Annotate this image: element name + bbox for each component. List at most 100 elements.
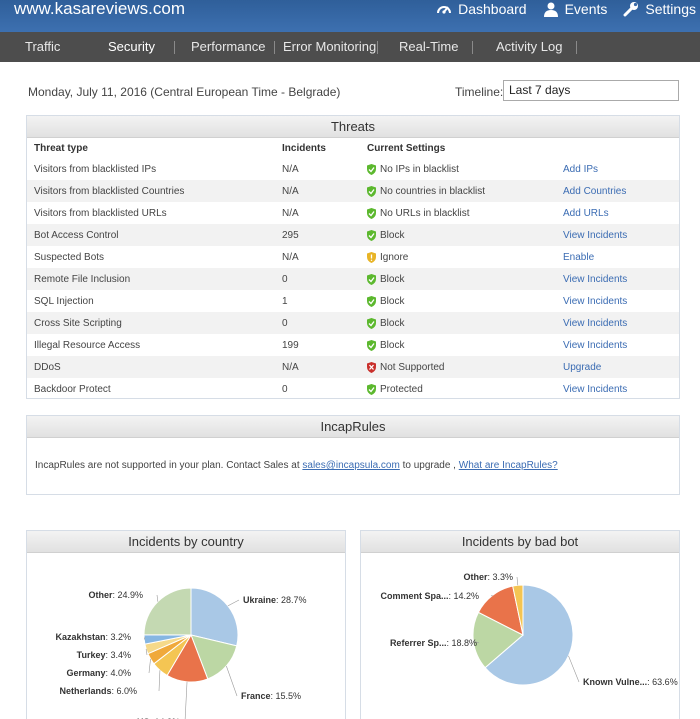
pie-slice[interactable] bbox=[143, 587, 192, 636]
tab-divider bbox=[174, 41, 175, 54]
timeline-select[interactable]: Last 7 days bbox=[503, 80, 679, 101]
what-are-incaprules-link[interactable]: What are IncapRules? bbox=[458, 460, 558, 471]
threat-row: Illegal Resource Access 199 Block View Inci… bbox=[27, 334, 679, 356]
threat-type: Illegal Resource Access bbox=[34, 339, 141, 351]
tab-divider bbox=[576, 41, 577, 54]
nav-dashboard-label: Dashboard bbox=[458, 1, 527, 17]
threat-incidents: N/A bbox=[282, 207, 299, 219]
country-pie-chart: Ukraine: 28.7% France: 15.5% US: 14.3% Neth… bbox=[55, 587, 307, 719]
threat-setting-label: No URLs in blacklist bbox=[380, 207, 470, 219]
tab-bar: Traffic Security Performance Error Monit… bbox=[0, 32, 700, 62]
pie-label-connector bbox=[158, 670, 161, 692]
tab-real-time[interactable]: Real-Time bbox=[399, 39, 459, 54]
threat-action-link[interactable]: View Incidents bbox=[563, 229, 628, 241]
shield-icon bbox=[367, 295, 376, 307]
threat-action: Add IPs bbox=[556, 158, 679, 180]
pie-label: Turkey: 3.4% bbox=[77, 650, 131, 660]
pie-label-connector bbox=[148, 658, 151, 674]
pie-label: Ukraine: 28.7% bbox=[243, 595, 307, 605]
threat-action: Enable bbox=[556, 246, 679, 268]
nav-settings[interactable]: Settings bbox=[623, 1, 696, 17]
threat-type: DDoS bbox=[27, 356, 275, 378]
tab-traffic[interactable]: Traffic bbox=[25, 39, 61, 54]
tab-activity-log[interactable]: Activity Log bbox=[496, 39, 563, 54]
pie-label: Known Vulne...: 63.6% bbox=[583, 677, 678, 687]
threat-setting-label: Block bbox=[380, 295, 405, 307]
threat-setting-label: No countries in blacklist bbox=[380, 185, 486, 197]
threat-action-link[interactable]: Add Countries bbox=[563, 185, 627, 197]
threat-setting: Block bbox=[360, 312, 556, 334]
pie-label: Netherlands: 6.0% bbox=[59, 686, 137, 696]
threat-action-link[interactable]: Enable bbox=[563, 251, 595, 263]
threat-incidents: N/A bbox=[275, 180, 360, 202]
pie-slice[interactable] bbox=[190, 587, 239, 647]
threat-action-link[interactable]: Add URLs bbox=[563, 207, 609, 219]
bot-chart-title: Incidents by bad bot bbox=[361, 531, 679, 553]
threat-action-link[interactable]: View Incidents bbox=[563, 383, 628, 395]
shield-icon bbox=[367, 273, 376, 285]
threat-setting-label: Block bbox=[380, 229, 405, 241]
threat-incidents: N/A bbox=[282, 251, 299, 263]
col-incidents: Incidents bbox=[282, 142, 326, 154]
pie-label: Kazakhstan: 3.2% bbox=[55, 632, 131, 642]
incaprules-panel: IncapRules IncapRules are not supported … bbox=[26, 415, 680, 495]
threat-action: View Incidents bbox=[556, 268, 679, 290]
incaprules-title: IncapRules bbox=[27, 416, 679, 438]
shield-icon bbox=[367, 383, 376, 395]
threat-incidents: N/A bbox=[275, 356, 360, 378]
threat-setting-label: Block bbox=[380, 273, 405, 285]
threat-type: Visitors from blacklisted IPs bbox=[34, 163, 157, 175]
threat-action-link[interactable]: View Incidents bbox=[563, 339, 628, 351]
threat-row: Backdoor Protect 0 Protected View Incidents bbox=[27, 378, 679, 400]
threat-action-link[interactable]: Add IPs bbox=[563, 163, 599, 175]
pie-label-connector bbox=[145, 648, 148, 656]
tab-error-monitoring[interactable]: Error Monitoring bbox=[283, 39, 377, 54]
nav-events-label: Events bbox=[564, 1, 608, 17]
threats-panel: Threats Threat type Incidents Current Se… bbox=[26, 115, 680, 399]
threat-incidents: 0 bbox=[282, 383, 288, 395]
threat-setting: Not Supported bbox=[360, 356, 556, 378]
pie-label-connector bbox=[143, 636, 146, 640]
threat-type: Bot Access Control bbox=[27, 224, 275, 246]
pie-slice[interactable] bbox=[190, 634, 238, 680]
threat-type: Cross Site Scripting bbox=[27, 312, 275, 334]
threat-setting: No URLs in blacklist bbox=[360, 202, 556, 224]
threat-action-link[interactable]: View Incidents bbox=[563, 317, 628, 329]
tab-divider bbox=[274, 41, 275, 54]
threat-row: SQL Injection 1 Block View Incidents bbox=[27, 290, 679, 312]
threat-action-link[interactable]: View Incidents bbox=[563, 273, 628, 285]
threat-incidents: 295 bbox=[275, 224, 360, 246]
shield-icon bbox=[367, 207, 376, 219]
nav-events[interactable]: Events bbox=[543, 1, 608, 17]
tab-security[interactable]: Security bbox=[108, 39, 155, 54]
incaprules-text-after: to upgrade , bbox=[399, 460, 459, 471]
nav-dashboard[interactable]: Dashboard bbox=[436, 1, 527, 17]
threat-action-link[interactable]: View Incidents bbox=[563, 295, 628, 307]
pie-slice[interactable] bbox=[512, 584, 524, 636]
col-threat-type: Threat type bbox=[34, 142, 88, 154]
threat-action: View Incidents bbox=[556, 224, 679, 246]
threat-setting: Ignore bbox=[360, 246, 556, 268]
threat-setting-label: Block bbox=[380, 317, 405, 329]
pie-label-connector bbox=[516, 576, 519, 586]
top-nav: Dashboard Events Settings bbox=[420, 0, 700, 18]
pie-label: Comment Spa...: 14.2% bbox=[380, 591, 479, 601]
threat-setting-label: Not Supported bbox=[380, 361, 445, 373]
shield-icon bbox=[367, 229, 376, 241]
site-title[interactable]: www.kasareviews.com bbox=[14, 0, 185, 18]
threat-type: Suspected Bots bbox=[34, 251, 105, 263]
threat-action: Add Countries bbox=[556, 180, 679, 202]
threats-table: Threat type Incidents Current Settings V… bbox=[27, 138, 679, 400]
threat-setting: Block bbox=[360, 290, 556, 312]
threat-row: Bot Access Control 295 Block View Incidents bbox=[27, 224, 679, 246]
gauge-icon bbox=[437, 6, 452, 14]
threats-title: Threats bbox=[27, 116, 679, 138]
tab-performance[interactable]: Performance bbox=[191, 39, 266, 54]
sales-email-link[interactable]: sales@incapsula.com bbox=[302, 460, 400, 471]
threat-rows: Visitors from blacklisted IPs N/A No IPs i… bbox=[27, 158, 679, 400]
threat-type: Visitors from blacklisted Countries bbox=[27, 180, 275, 202]
threat-action: Upgrade bbox=[556, 356, 679, 378]
date-text: Monday, July 11, 2016 (Central European … bbox=[28, 85, 341, 99]
threat-row: Visitors from blacklisted Countries N/A No… bbox=[27, 180, 679, 202]
threat-action-link[interactable]: Upgrade bbox=[563, 361, 602, 373]
